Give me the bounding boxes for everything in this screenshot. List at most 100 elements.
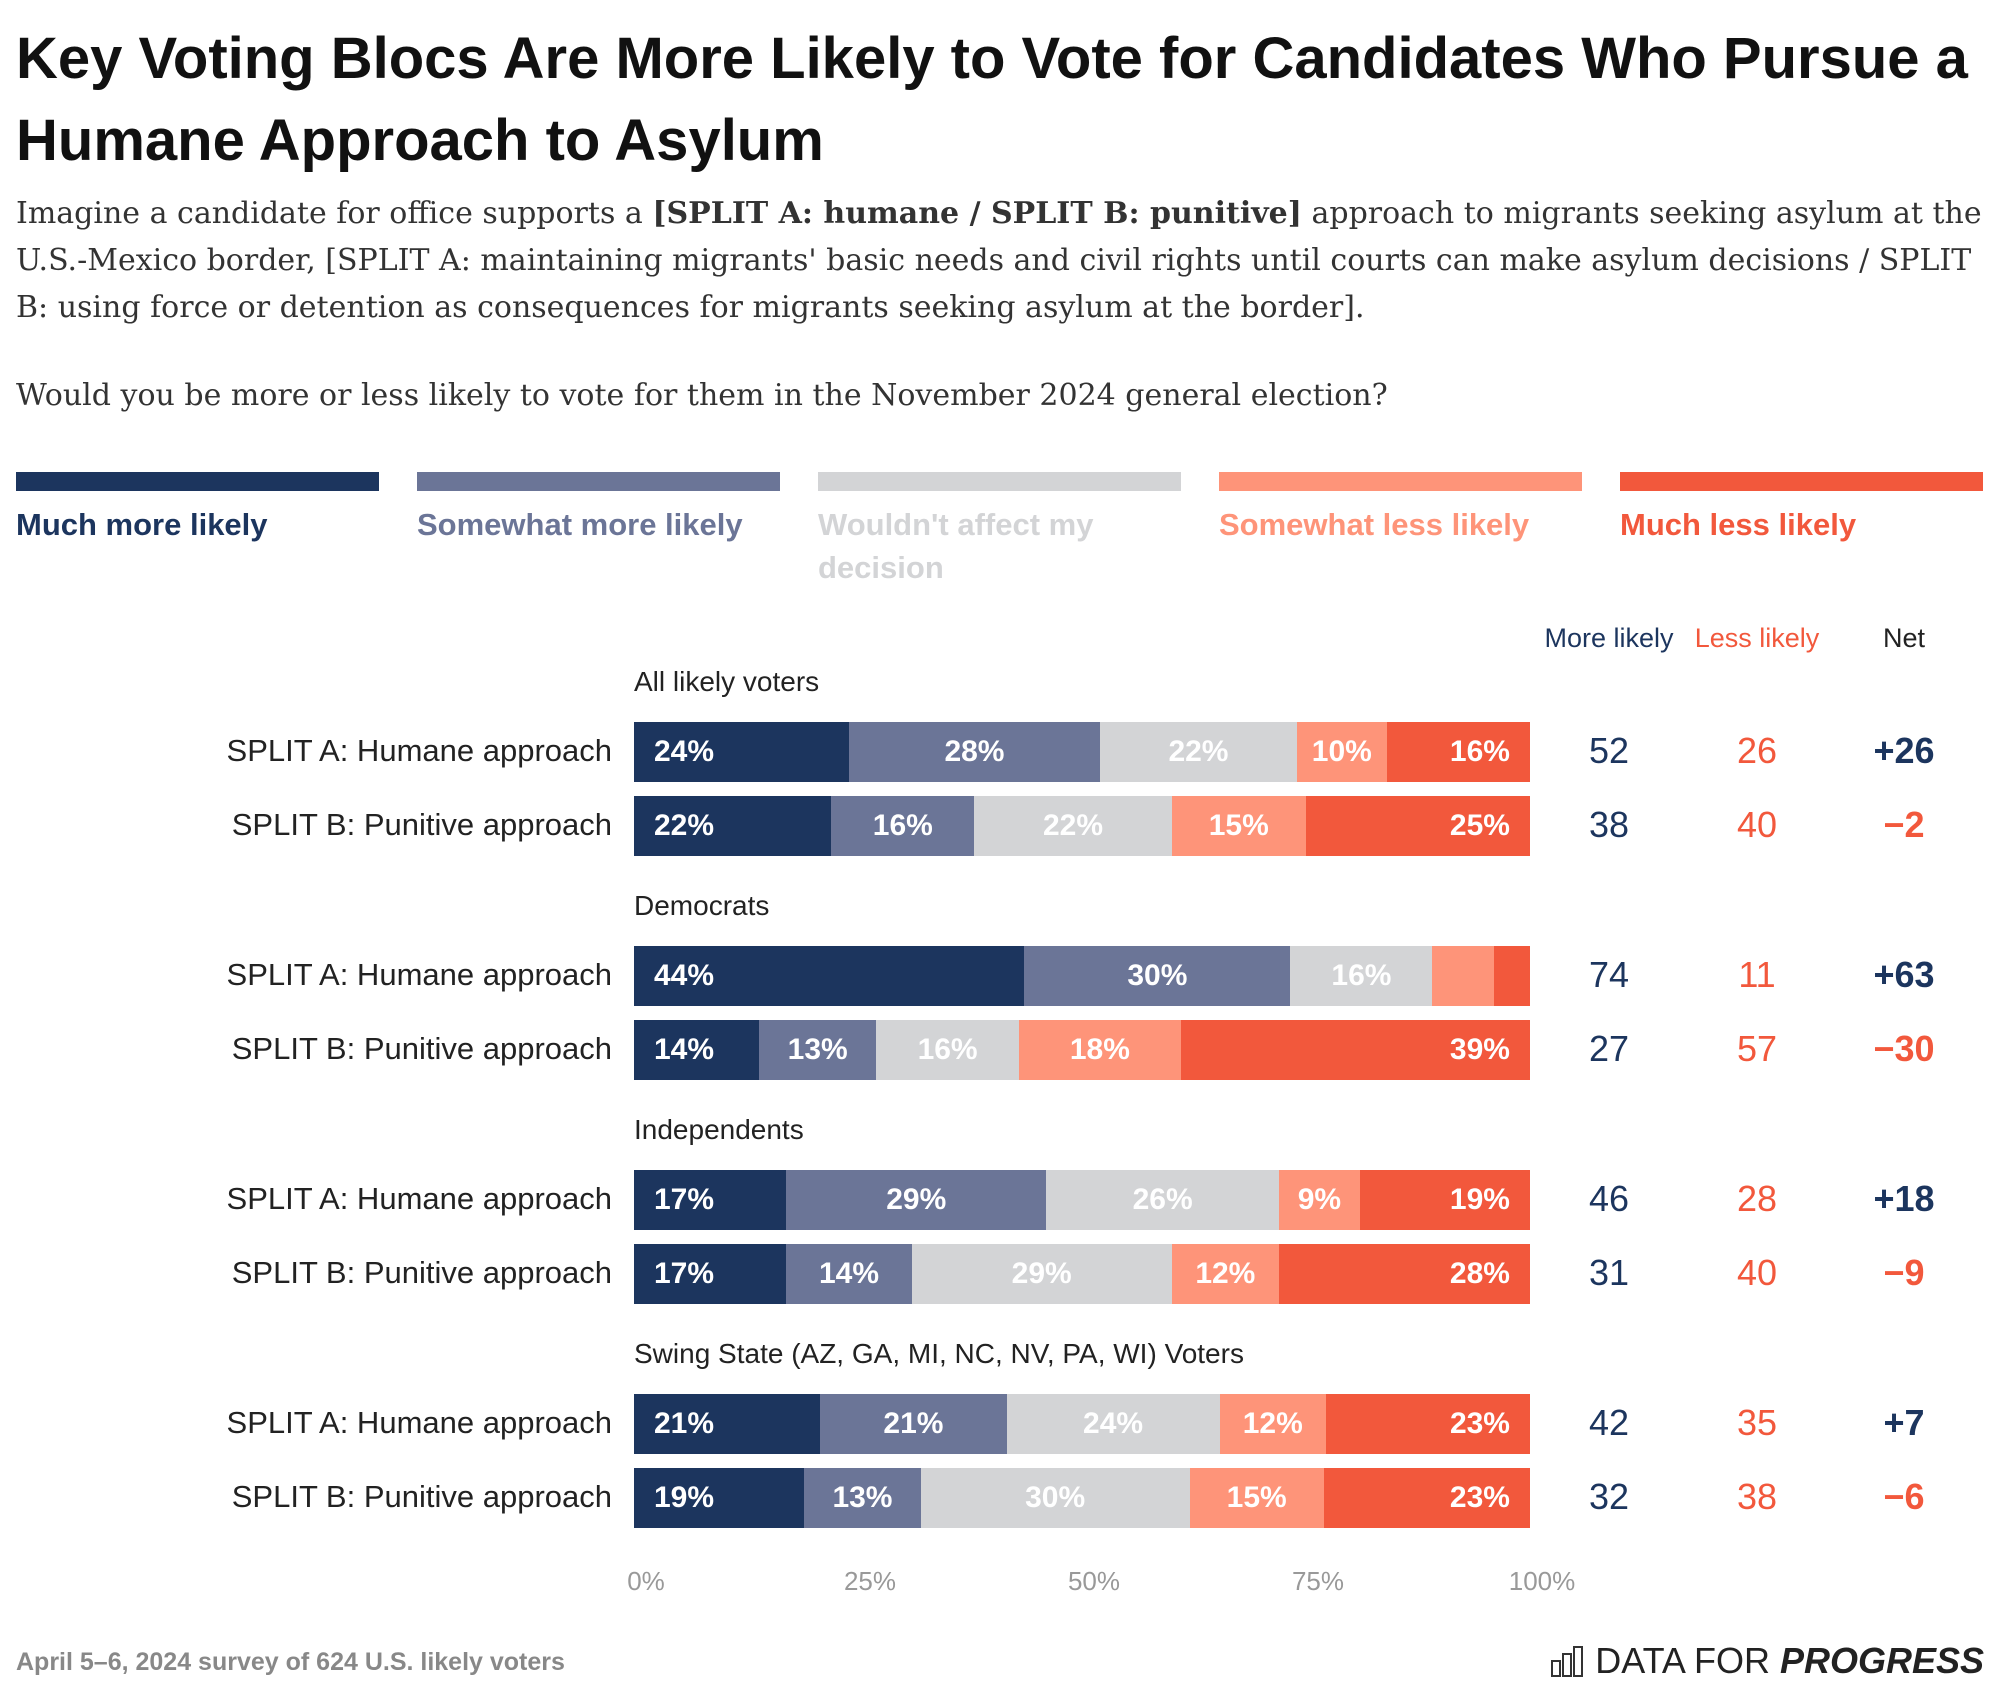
group-label: Independents <box>634 1114 804 1145</box>
subtitle-bold: [SPLIT A: humane / SPLIT B: punitive] <box>652 196 1302 231</box>
data-label: 22% <box>1043 809 1104 842</box>
row-label: SPLIT A: Humane approach <box>226 1181 612 1216</box>
data-label: 15% <box>1208 809 1269 842</box>
row-label: SPLIT B: Punitive approach <box>231 1031 612 1066</box>
bar-segment: 25% <box>1305 796 1530 856</box>
bar-segment: 29% <box>911 1244 1172 1304</box>
stacked-bar: 44% 30% 16% <box>634 946 1530 1006</box>
data-label: 14% <box>819 1257 880 1290</box>
net-value: +18 <box>1873 1178 1935 1219</box>
less-likely-value: 40 <box>1736 1252 1778 1293</box>
legend-label: Much less likely <box>1620 507 1857 542</box>
subtitle-text: approach to migrants seeking asylum at t… <box>16 196 1982 325</box>
data-label: 17% <box>654 1257 715 1290</box>
data-label: 12% <box>1242 1407 1303 1440</box>
bar-segment: 16% <box>875 1020 1020 1080</box>
data-label: 14% <box>654 1033 715 1066</box>
data-label: 30% <box>1127 959 1188 992</box>
legend-swatch <box>818 472 1181 491</box>
less-likely-value: 26 <box>1736 730 1778 771</box>
data-label: 22% <box>654 809 715 842</box>
data-label: 39% <box>1449 1033 1510 1066</box>
data-label: 16% <box>872 809 933 842</box>
legend-swatch <box>417 472 780 491</box>
footer-note: April 5–6, 2024 survey of 624 U.S. likel… <box>16 1648 565 1676</box>
legend-label: Somewhat less likely <box>1219 507 1530 542</box>
stacked-bar: 17% 14% 29% 12% 28% <box>634 1244 1530 1304</box>
bar-segment: 22% <box>634 796 832 856</box>
bar-segment: 16% <box>1386 722 1530 782</box>
data-label: 10% <box>1311 735 1372 768</box>
data-label: 16% <box>1449 735 1510 768</box>
less-likely-value: 40 <box>1736 804 1778 845</box>
logo-text: DATA FOR <box>1595 1640 1770 1681</box>
net-value: −2 <box>1883 804 1925 845</box>
bar-segment: 28% <box>1279 1244 1530 1304</box>
data-label: 29% <box>886 1183 947 1216</box>
data-label: 13% <box>787 1033 848 1066</box>
legend-item: Much more likely <box>16 472 379 546</box>
bar-segment: 16% <box>1290 946 1433 1006</box>
more-likely-value: 38 <box>1588 804 1630 845</box>
bar-segment: 13% <box>804 1468 921 1528</box>
bar-segment: 30% <box>920 1468 1190 1528</box>
bar-segment: 15% <box>1189 1468 1324 1528</box>
bar-segment: 28% <box>849 722 1100 782</box>
column-header-net: Net <box>1882 623 1926 653</box>
column-header-more: More likely <box>1544 623 1674 653</box>
more-likely-value: 52 <box>1588 730 1630 771</box>
row-label: SPLIT B: Punitive approach <box>231 1479 612 1514</box>
less-likely-value: 35 <box>1736 1402 1778 1443</box>
bar-segment: 12% <box>1171 1244 1280 1304</box>
data-label: 23% <box>1449 1407 1510 1440</box>
legend-item: Much less likely <box>1620 472 1983 546</box>
data-label: 30% <box>1025 1481 1086 1514</box>
group-label: Democrats <box>634 890 770 921</box>
data-label: 28% <box>1449 1257 1510 1290</box>
bar-segment: 16% <box>831 796 975 856</box>
bar-segment: 26% <box>1046 1170 1280 1230</box>
more-likely-value: 32 <box>1588 1476 1630 1517</box>
net-value: −9 <box>1883 1252 1925 1293</box>
legend-label: Somewhat more likely <box>417 507 743 542</box>
data-label: 28% <box>944 735 1005 768</box>
stacked-bar: 22% 16% 22% 15% 25% <box>634 796 1530 856</box>
bar-segment: 14% <box>634 1020 760 1080</box>
data-label: 19% <box>1449 1183 1510 1216</box>
bar-segment: 22% <box>974 796 1172 856</box>
net-value: −30 <box>1873 1028 1935 1069</box>
legend-label: Wouldn't affect my decision <box>818 507 1094 585</box>
bar-segment: 39% <box>1180 1020 1530 1080</box>
data-label: 21% <box>883 1407 944 1440</box>
bar-segment: 17% <box>634 1170 787 1230</box>
bar-segment: 30% <box>1024 946 1291 1006</box>
more-likely-value: 46 <box>1588 1178 1630 1219</box>
group-label: All likely voters <box>634 666 820 697</box>
legend-swatch <box>1219 472 1582 491</box>
data-label: 18% <box>1069 1033 1130 1066</box>
bar-segment: 12% <box>1219 1394 1326 1454</box>
less-likely-value: 11 <box>1738 954 1776 995</box>
legend-swatch <box>16 472 379 491</box>
bar-segment: 18% <box>1019 1020 1181 1080</box>
bar-segment: 24% <box>1006 1394 1220 1454</box>
data-label: 15% <box>1226 1481 1287 1514</box>
bar-segment: 21% <box>634 1394 821 1454</box>
row-label: SPLIT A: Humane approach <box>226 957 612 992</box>
bar-segment: 23% <box>1323 1468 1530 1528</box>
data-label: 16% <box>1331 959 1392 992</box>
bar-segment: 21% <box>820 1394 1007 1454</box>
row-label: SPLIT A: Humane approach <box>226 1405 612 1440</box>
data-label: 24% <box>654 735 715 768</box>
data-label: 29% <box>1011 1257 1072 1290</box>
data-label: 25% <box>1449 809 1510 842</box>
bar-segment: 19% <box>634 1468 805 1528</box>
bar-segment: 29% <box>786 1170 1047 1230</box>
data-label: 9% <box>1297 1183 1342 1216</box>
bar-chart-logo-icon <box>1551 1646 1584 1677</box>
legend-label: Much more likely <box>16 507 268 542</box>
bar-segment: 15% <box>1171 796 1306 856</box>
net-value: −6 <box>1883 1476 1925 1517</box>
legend-item: Somewhat less likely <box>1219 472 1582 546</box>
bar-segment: 23% <box>1325 1394 1530 1454</box>
